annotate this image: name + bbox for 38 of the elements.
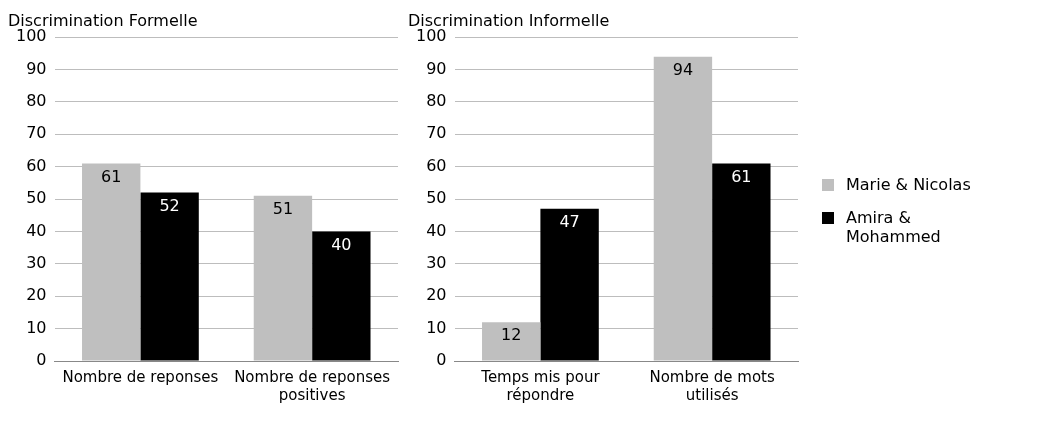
legend-label: Marie & Nicolas (846, 175, 972, 194)
data-label: 94 (672, 59, 694, 79)
x-tick-label: Nombre de mots utilisés (649, 367, 775, 404)
y-tick-label: 90 (426, 58, 447, 78)
data-label: 12 (501, 325, 522, 345)
y-tick-label: 30 (426, 253, 447, 273)
bar (140, 192, 199, 361)
y-tick-label: 70 (26, 123, 47, 143)
y-tick-label: 20 (26, 285, 47, 305)
y-tick-label: 0 (436, 350, 447, 370)
y-tick-label: 80 (426, 91, 447, 111)
y-tick-label: 10 (26, 317, 47, 337)
bar (540, 208, 599, 361)
bar (712, 163, 771, 361)
data-label: 61 (731, 166, 752, 186)
data-label: 40 (331, 234, 352, 254)
y-tick-label: 70 (426, 123, 447, 143)
data-label: 52 (159, 195, 180, 215)
legend-label: Amira & Mohammed (846, 208, 942, 246)
y-tick-label: 50 (26, 188, 47, 208)
y-tick-label: 20 (426, 285, 447, 305)
y-tick-label: 0 (36, 350, 47, 370)
data-label: 51 (272, 199, 294, 219)
y-tick-label: 60 (26, 155, 47, 175)
data-label: 47 (559, 211, 580, 231)
x-tick-label: Temps mis pour répondre (480, 367, 601, 404)
y-tick-label: 80 (26, 91, 47, 111)
data-label: 61 (101, 166, 122, 186)
x-tick-label: Nombre de reponses (62, 367, 219, 386)
y-tick-label: 30 (26, 253, 47, 273)
y-tick-label: 60 (426, 155, 447, 175)
y-tick-label: 40 (26, 220, 47, 240)
y-tick-label: 50 (426, 188, 447, 208)
y-tick-label: 40 (426, 220, 447, 240)
y-tick-label: 90 (26, 58, 47, 78)
bar (312, 231, 371, 361)
x-tick-label: Nombre de reponses positives (234, 367, 391, 404)
y-tick-label: 10 (426, 317, 447, 337)
